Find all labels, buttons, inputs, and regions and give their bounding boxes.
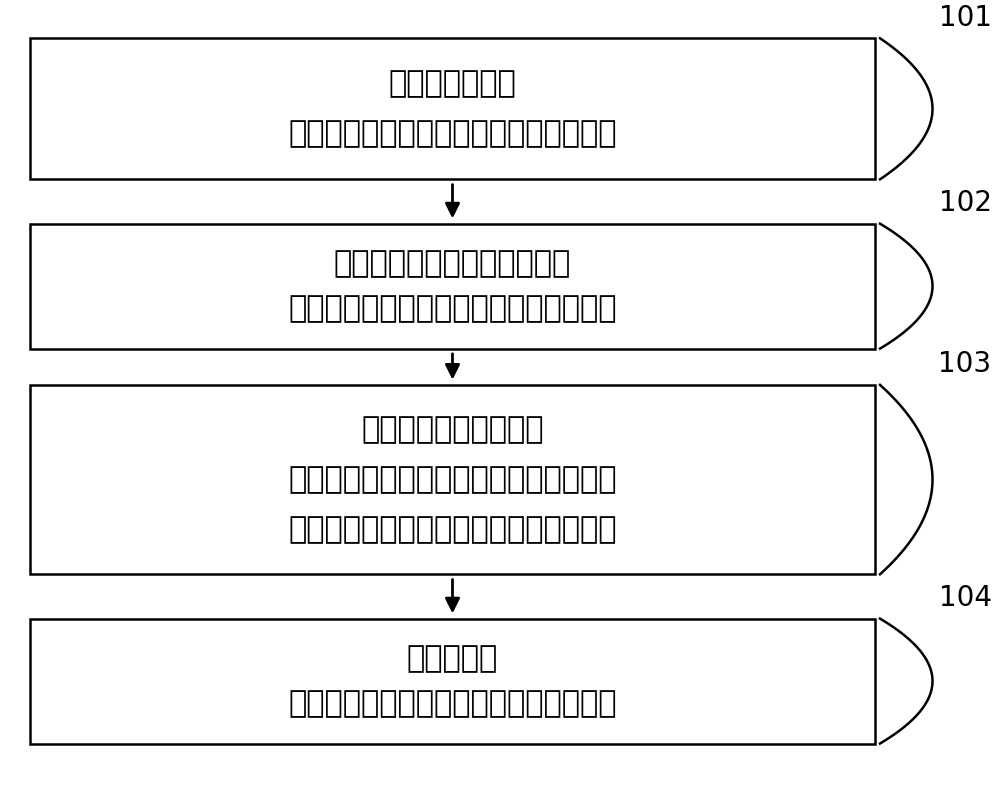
Text: 对放大器的输入输出信号进行测试，以获: 对放大器的输入输出信号进行测试，以获 (288, 294, 617, 323)
Text: 幅后的比特信号: 幅后的比特信号 (389, 69, 516, 98)
FancyBboxPatch shape (30, 39, 875, 180)
Text: 101: 101 (938, 4, 992, 31)
Text: 对所述相位补偿后的比特信号进行放大，: 对所述相位补偿后的比特信号进行放大， (288, 689, 617, 718)
FancyBboxPatch shape (30, 385, 875, 574)
Text: 102: 102 (938, 189, 992, 217)
FancyBboxPatch shape (30, 223, 875, 348)
FancyBboxPatch shape (30, 619, 875, 743)
Text: 得所述放大器的相位失真特性: 得所述放大器的相位失真特性 (334, 249, 571, 278)
Text: 以获得输出: 以获得输出 (407, 644, 498, 673)
Text: 限幅后的比特信号进行相位补偿，以获得: 限幅后的比特信号进行相位补偿，以获得 (288, 465, 617, 494)
Text: 104: 104 (938, 584, 992, 613)
Text: 相位补偿后的比特信号: 相位补偿后的比特信号 (361, 415, 544, 444)
Text: 对待发射的比特信号进行限幅，以获得限: 对待发射的比特信号进行限幅，以获得限 (288, 119, 617, 148)
Text: 根据所述放大器的相位失真特性，对所述: 根据所述放大器的相位失真特性，对所述 (288, 515, 617, 544)
Text: 103: 103 (938, 351, 992, 379)
